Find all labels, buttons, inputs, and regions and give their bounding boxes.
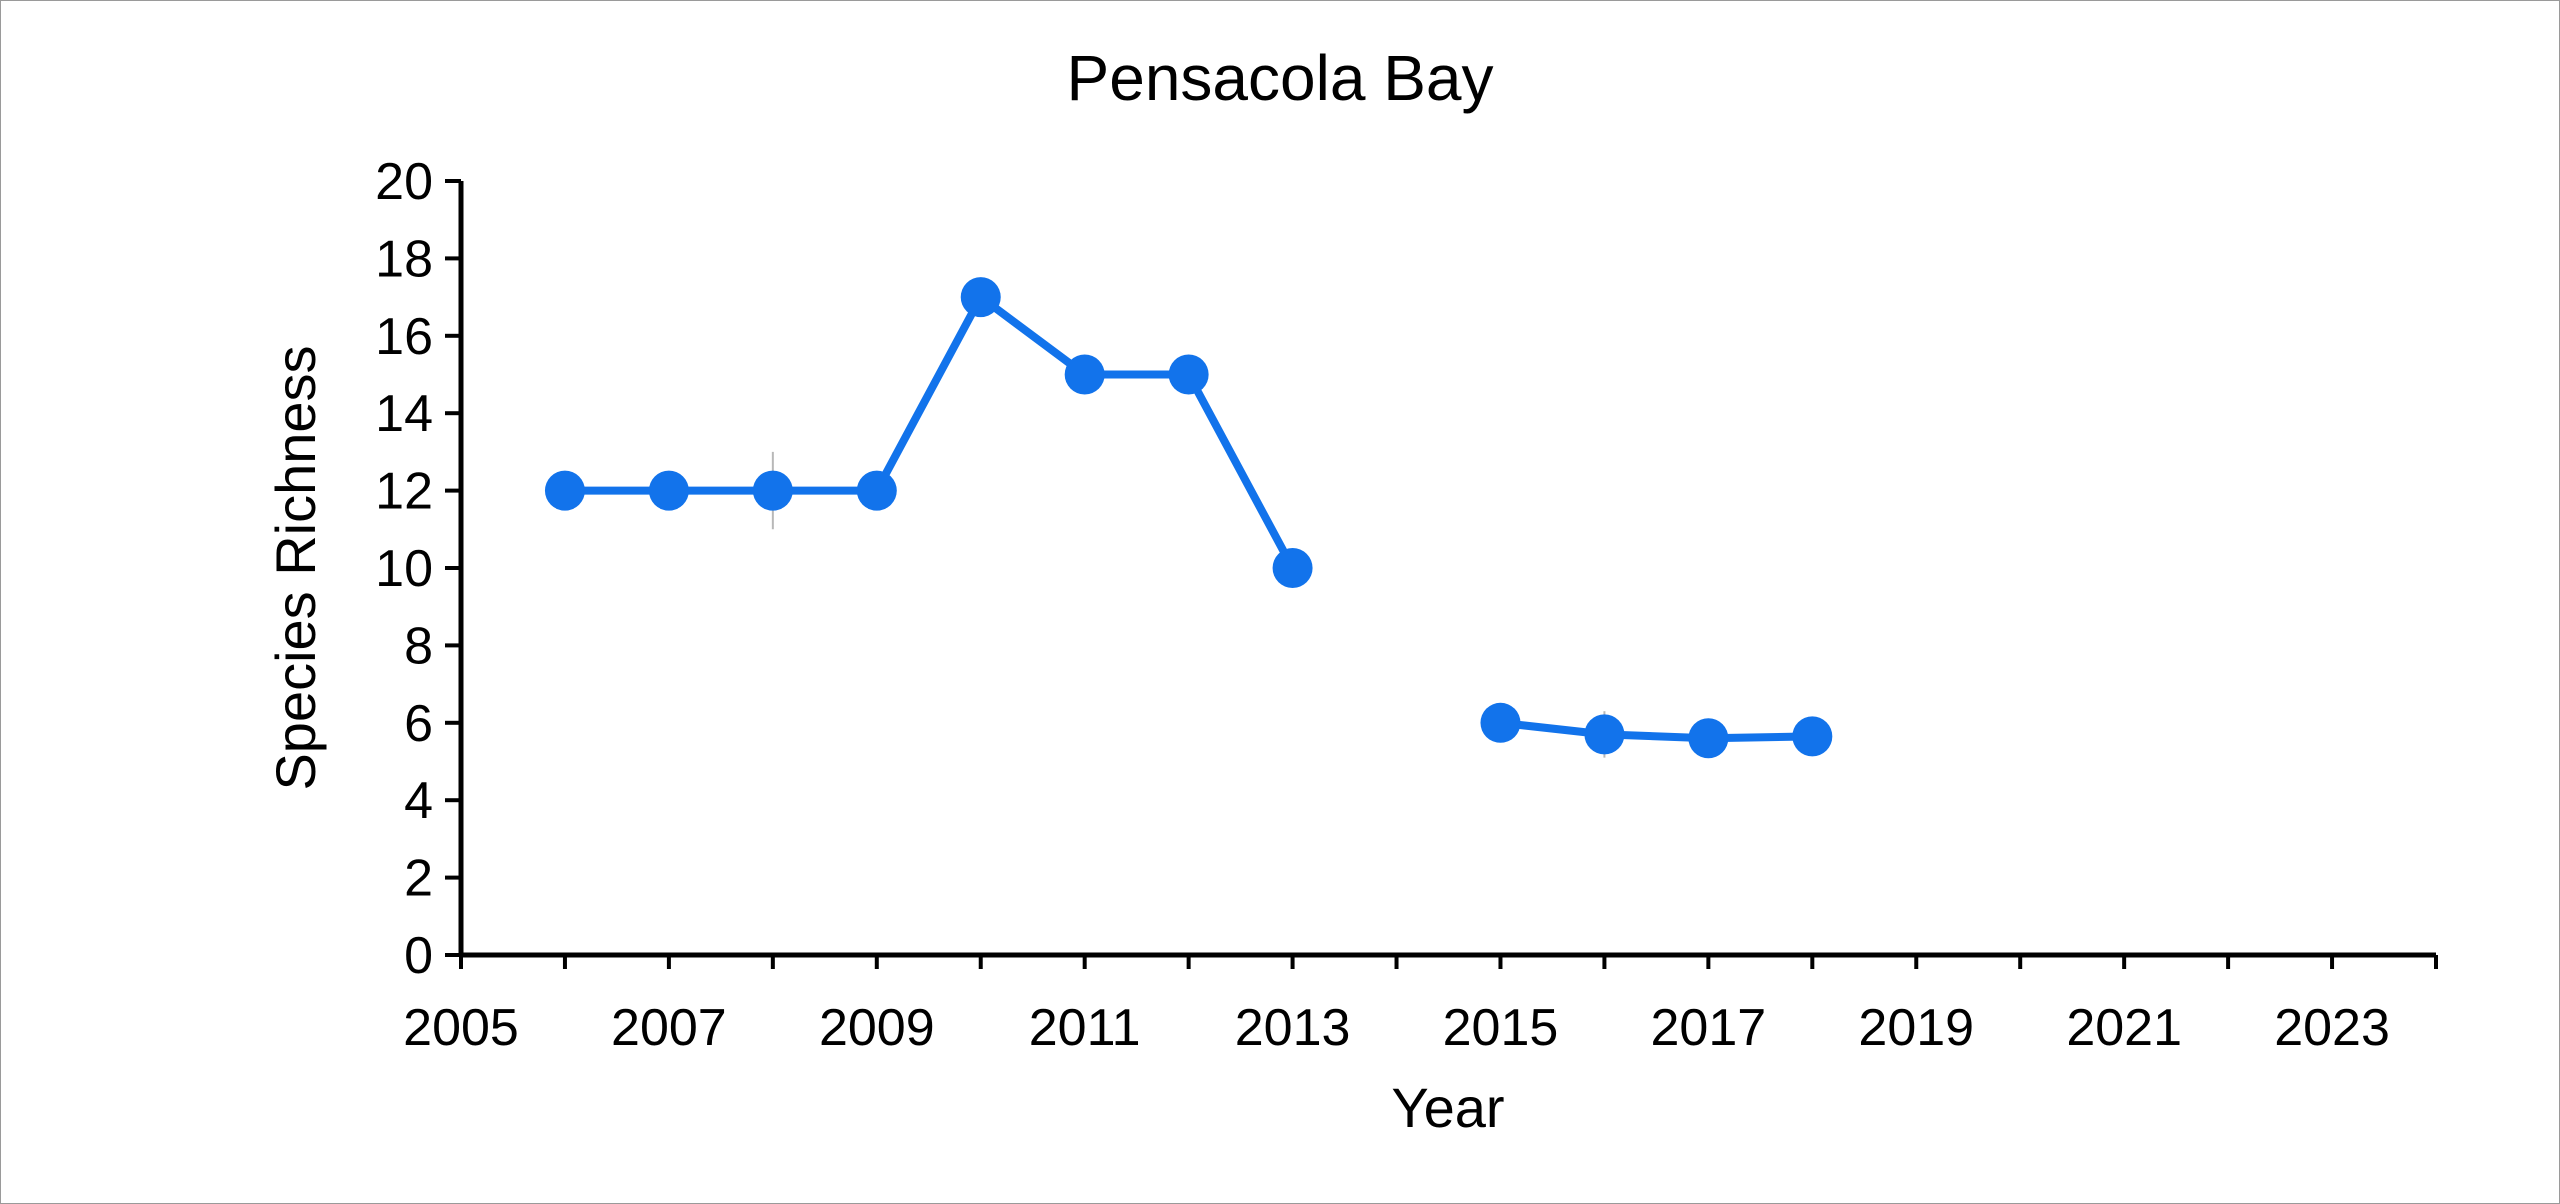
ticks: 0 2 4 6 8 10 12 14 16 18 20 2005 2007 2009 2011 2013 201… — [375, 153, 2438, 1057]
data-point — [544, 470, 585, 511]
data-point — [1168, 354, 1209, 395]
y-tick-label: 14 — [375, 385, 433, 443]
chart-title: Pensacola Bay — [1067, 42, 1494, 114]
y-tick-label: 2 — [404, 850, 433, 908]
y-axis-label: Species Richness — [264, 345, 327, 790]
series-line — [1500, 718, 1813, 743]
x-tick-label: 2017 — [1651, 999, 1767, 1057]
y-tick-label: 12 — [375, 463, 433, 521]
y-tick-label: 8 — [404, 617, 433, 675]
data-point — [1064, 354, 1105, 395]
y-tick-label: 0 — [404, 927, 433, 985]
x-axis-label: Year — [1391, 1076, 1504, 1139]
data-point — [960, 277, 1001, 318]
data-point — [1688, 718, 1729, 759]
data-point — [1272, 548, 1313, 588]
y-tick-label: 16 — [375, 308, 433, 366]
data-point — [1480, 702, 1521, 743]
data-point — [1792, 716, 1833, 757]
axes — [458, 181, 2436, 958]
data-point — [1584, 714, 1625, 755]
x-tick-label: 2013 — [1235, 999, 1351, 1057]
x-tick-label: 2009 — [819, 999, 935, 1057]
x-tick-label: 2023 — [2274, 999, 2390, 1057]
x-tick-label: 2011 — [1029, 999, 1141, 1057]
data-point — [648, 470, 689, 511]
y-tick-label: 10 — [375, 540, 433, 598]
y-tick-label: 20 — [375, 153, 433, 211]
x-tick-label: 2005 — [403, 999, 519, 1057]
series-points — [544, 277, 1833, 759]
y-tick-label: 18 — [375, 230, 433, 288]
x-tick-label: 2015 — [1443, 999, 1559, 1057]
y-tick-label: 6 — [404, 695, 433, 753]
error-bars — [771, 451, 1606, 758]
x-tick-label: 2019 — [1858, 999, 1974, 1057]
x-tick-label: 2007 — [611, 999, 727, 1057]
x-tick-label: 2021 — [2066, 999, 2182, 1057]
series-line — [564, 293, 1297, 570]
y-tick-label: 4 — [404, 772, 433, 830]
data-point — [856, 470, 897, 511]
data-point — [752, 470, 793, 511]
